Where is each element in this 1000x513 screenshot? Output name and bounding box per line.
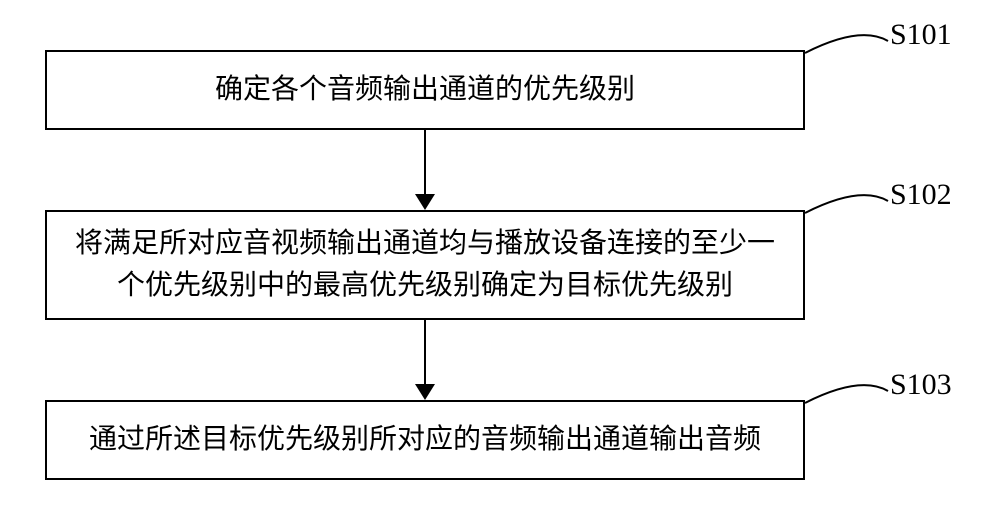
- flow-arrow-line-1: [424, 320, 426, 384]
- flow-arrow-head-0: [415, 194, 435, 210]
- flow-step-label-s103: S103: [890, 368, 952, 402]
- flow-step-label-s102: S102: [890, 178, 952, 212]
- flow-arrow-line-0: [424, 130, 426, 194]
- flow-step-text: 确定各个音频输出通道的优先级别: [215, 69, 635, 111]
- flowchart-canvas: 确定各个音频输出通道的优先级别 S101 将满足所对应音视频输出通道均与播放设备连接…: [0, 0, 1000, 513]
- flow-step-s103: 通过所述目标优先级别所对应的音频输出通道输出音频: [45, 400, 805, 480]
- flow-step-s102: 将满足所对应音视频输出通道均与播放设备连接的至少一个优先级别中的最高优先级别确定…: [45, 210, 805, 320]
- flow-step-text: 将满足所对应音视频输出通道均与播放设备连接的至少一个优先级别中的最高优先级别确定…: [63, 223, 787, 307]
- flow-step-s101: 确定各个音频输出通道的优先级别: [45, 50, 805, 130]
- flow-step-label-s101: S101: [890, 18, 952, 52]
- flow-step-text: 通过所述目标优先级别所对应的音频输出通道输出音频: [89, 419, 761, 461]
- flow-arrow-head-1: [415, 384, 435, 400]
